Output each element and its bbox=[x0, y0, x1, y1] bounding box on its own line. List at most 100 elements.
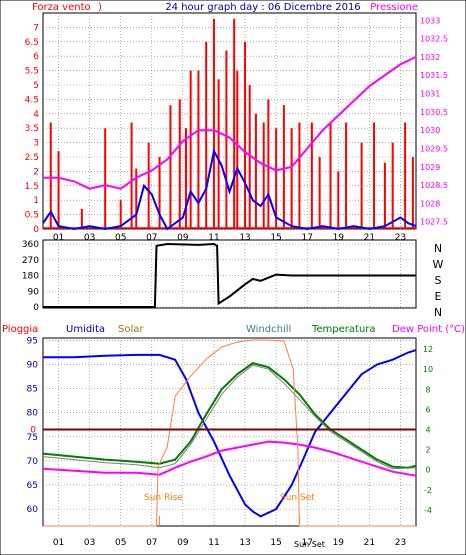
temperature-tick-label: 6 bbox=[425, 405, 430, 414]
label-solar: Solar bbox=[118, 324, 144, 335]
direction-left-tick-label: 360 bbox=[22, 240, 39, 250]
sunset-annotation: Sun Set bbox=[280, 493, 315, 503]
top-right-tick-label: 1030 bbox=[420, 126, 440, 135]
sunset-axis-annotation: Sun Set bbox=[294, 540, 325, 549]
top-left-tick-label: 6.5 bbox=[25, 38, 39, 48]
label-dewpoint: Dew Point (°C) bbox=[392, 324, 465, 335]
top-x-tick-label: 21 bbox=[364, 233, 375, 243]
bottom-marks bbox=[42, 339, 417, 527]
temperature-tick-label: -2 bbox=[424, 486, 432, 495]
top-right-tick-label: 1033 bbox=[420, 16, 440, 25]
top-left-tick-label: 1 bbox=[33, 196, 39, 206]
label-temperatura: Temperatura bbox=[311, 324, 376, 335]
temperature-tick-label: 10 bbox=[423, 365, 433, 374]
label-windchill: Windchill bbox=[246, 324, 291, 335]
humidity-tick-label: 85 bbox=[27, 385, 38, 395]
top-right-tick-label: 1030.5 bbox=[420, 108, 448, 117]
compass-label: W bbox=[433, 258, 444, 271]
top-left-tick-label: 0.5 bbox=[25, 211, 39, 221]
bottom-x-tick-label: 03 bbox=[84, 538, 95, 548]
temperature-tick-label: 4 bbox=[425, 425, 430, 434]
direction-left-tick-label: 270 bbox=[22, 256, 39, 266]
bottom-x-tick-label: 19 bbox=[333, 538, 345, 548]
humidity-tick-label: 90 bbox=[27, 361, 39, 371]
umidita-line bbox=[43, 349, 417, 518]
top-marks bbox=[42, 18, 417, 231]
label-pioggia: Pioggia bbox=[2, 324, 38, 335]
bottom-grid bbox=[43, 338, 416, 526]
temperature-tick-label: 2 bbox=[425, 446, 430, 455]
top-left-tick-label: 2.5 bbox=[25, 153, 39, 163]
top-x-tick-label: 09 bbox=[177, 233, 189, 243]
bottom-x-tick-label: 07 bbox=[146, 538, 157, 548]
humidity-tick-label: 65 bbox=[27, 481, 38, 491]
bottom-x-tick-label: 23 bbox=[395, 538, 406, 548]
direction-left-tick-label: 0 bbox=[33, 303, 39, 313]
top-left-tick-label: 1.5 bbox=[25, 182, 39, 192]
top-right-tick-label: 1027.5 bbox=[420, 218, 448, 227]
dew-point-c-line bbox=[42, 440, 417, 477]
solar-line bbox=[43, 339, 416, 527]
humidity-tick-label: 80 bbox=[27, 409, 39, 419]
top-left-tick-label: 6 bbox=[33, 52, 39, 62]
top-right-tick-label: 1032 bbox=[420, 53, 440, 62]
compass-label: N bbox=[434, 242, 442, 255]
compass-label: S bbox=[435, 274, 442, 287]
compass-label: E bbox=[435, 290, 442, 303]
chart-title: 24 hour graph day : 06 Dicembre 2016 bbox=[165, 2, 360, 13]
top-x-tick-label: 01 bbox=[53, 233, 64, 243]
bottom-plot-frame bbox=[42, 337, 417, 527]
temperature-tick-label: 12 bbox=[423, 345, 433, 354]
top-x-tick-label: 05 bbox=[115, 233, 126, 243]
top-x-tick-label: 19 bbox=[333, 233, 345, 243]
top-left-tick-label: 5 bbox=[33, 81, 39, 91]
bottom-x-tick-label: 11 bbox=[208, 538, 219, 548]
direction-left-tick-label: 180 bbox=[22, 272, 39, 282]
top-right-tick-label: 1028.5 bbox=[420, 181, 448, 190]
temperature-tick-label: -4 bbox=[424, 506, 432, 515]
bottom-x-tick-label: 09 bbox=[177, 538, 189, 548]
bottom-x-tick-label: 15 bbox=[270, 538, 281, 548]
top-x-tick-label: 23 bbox=[395, 233, 406, 243]
top-left-tick-label: 3.5 bbox=[25, 124, 39, 134]
top-x-tick-label: 11 bbox=[208, 233, 219, 243]
top-x-tick-label: 13 bbox=[239, 233, 250, 243]
compass-label: N bbox=[434, 306, 442, 319]
label-umidita: Umidita bbox=[66, 324, 105, 335]
wind-direction-line bbox=[43, 242, 416, 308]
temperature-tick-label: 0 bbox=[425, 466, 430, 475]
humidity-tick-label: 70 bbox=[27, 457, 39, 467]
bottom-x-tick-label: 17 bbox=[301, 538, 312, 548]
right-axis-label: Pressione bbox=[370, 2, 418, 13]
wind-speed-line bbox=[42, 148, 417, 231]
humidity-tick-label: 95 bbox=[27, 336, 38, 346]
humidity-tick-label: 60 bbox=[27, 505, 39, 515]
top-x-tick-label: 07 bbox=[146, 233, 157, 243]
top-left-tick-label: 4 bbox=[33, 110, 39, 120]
direction-marks bbox=[43, 242, 416, 308]
top-axes: 01 03 05 07 09 11 13 15 17 19 21 23 0 0.5 1 1.5 2 2.5 3 3.5… bbox=[25, 16, 448, 243]
left-axis-label: Forza vento bbox=[32, 2, 91, 13]
left-axis-label-paren: ) bbox=[98, 2, 102, 13]
humidity-tick-label: 75 bbox=[27, 433, 38, 443]
temperatura-line bbox=[42, 362, 417, 469]
top-right-tick-label: 1029.5 bbox=[420, 144, 448, 153]
direction-plot-frame bbox=[42, 239, 417, 309]
top-left-tick-label: 0 bbox=[33, 225, 39, 235]
top-right-tick-label: 1031.5 bbox=[420, 71, 448, 80]
top-right-tick-label: 1032.5 bbox=[420, 35, 448, 44]
temperature-tick-label: 8 bbox=[425, 385, 430, 394]
top-left-tick-label: 7 bbox=[33, 23, 39, 33]
pressure-line bbox=[43, 55, 417, 190]
bottom-x-tick-label: 01 bbox=[53, 538, 64, 548]
top-left-tick-label: 2 bbox=[33, 167, 39, 177]
bottom-x-tick-label: 13 bbox=[239, 538, 250, 548]
bottom-x-tick-label: 05 bbox=[115, 538, 126, 548]
sunrise-annotation: Sun Rise bbox=[144, 493, 183, 503]
top-left-tick-label: 5.5 bbox=[25, 67, 39, 77]
bottom-x-tick-label: 21 bbox=[364, 538, 375, 548]
bottom-axes: 01 03 05 07 09 11 13 15 17 19 21 236065707580859095… bbox=[27, 336, 434, 548]
